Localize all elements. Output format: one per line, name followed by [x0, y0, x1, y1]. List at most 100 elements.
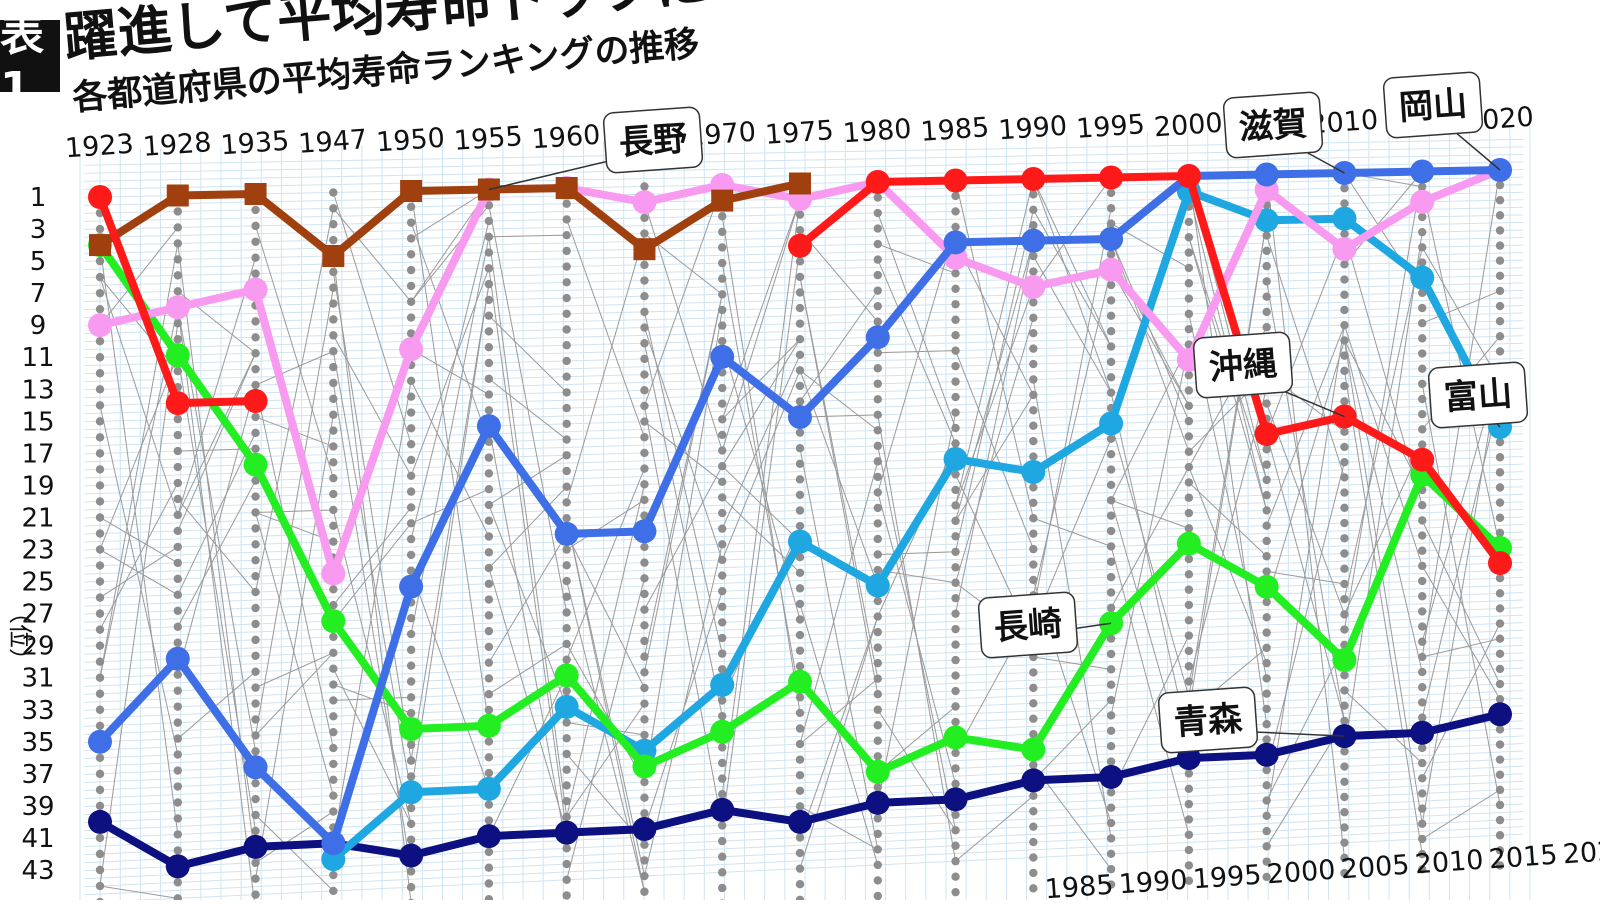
other-prefecture-point: [1106, 726, 1116, 736]
other-prefecture-point: [173, 446, 182, 456]
data-point: [1332, 648, 1357, 673]
other-prefecture-point: [251, 810, 260, 820]
other-prefecture-point: [718, 540, 727, 549]
other-prefecture-point: [562, 199, 571, 208]
other-prefecture-point: [951, 578, 960, 587]
other-prefecture-point: [718, 305, 727, 315]
other-prefecture-point: [640, 370, 649, 379]
other-prefecture-line: [1422, 290, 1501, 324]
other-prefecture-point: [406, 835, 416, 844]
other-prefecture-line: [332, 509, 412, 825]
other-prefecture-point: [951, 300, 960, 309]
data-point: [88, 313, 112, 338]
other-prefecture-point: [251, 333, 260, 342]
other-prefecture-point: [795, 724, 805, 733]
other-prefecture-point: [873, 829, 882, 839]
other-prefecture-point: [562, 796, 571, 806]
other-prefecture-point: [562, 765, 571, 774]
other-prefecture-line: [1421, 383, 1501, 806]
other-prefecture-point: [562, 781, 571, 790]
other-prefecture-point: [1418, 743, 1427, 753]
other-prefecture-point: [562, 749, 571, 759]
other-prefecture-point: [484, 658, 494, 667]
other-prefecture-point: [1184, 401, 1194, 411]
other-prefecture-line: [332, 668, 412, 825]
other-prefecture-point: [1184, 662, 1194, 671]
other-prefecture-point: [1418, 364, 1427, 373]
other-prefecture-point: [95, 657, 105, 666]
other-prefecture-point: [951, 624, 960, 634]
other-prefecture-point: [329, 743, 338, 753]
other-prefecture-point: [1340, 442, 1349, 452]
other-prefecture-point: [484, 232, 494, 242]
other-prefecture-line: [1343, 171, 1423, 630]
data-point: [710, 719, 735, 744]
other-prefecture-point: [718, 227, 727, 237]
other-prefecture-point: [1184, 570, 1194, 579]
other-prefecture-point: [251, 571, 260, 581]
other-prefecture-point: [484, 201, 494, 210]
other-prefecture-point: [640, 339, 649, 348]
other-prefecture-point: [795, 288, 805, 297]
other-prefecture-line: [955, 240, 1034, 521]
data-point: [1099, 226, 1124, 251]
y-tick-label: 27: [21, 600, 54, 630]
other-prefecture-point: [873, 426, 882, 435]
callout-長野: 長野: [488, 106, 704, 191]
other-prefecture-point: [173, 414, 182, 424]
other-prefecture-point: [329, 489, 338, 499]
other-prefecture-point: [1340, 686, 1349, 695]
data-point: [789, 172, 811, 195]
other-prefecture-point: [1106, 803, 1116, 812]
data-point: [88, 185, 112, 209]
data-point: [1176, 164, 1201, 188]
other-prefecture-point: [329, 331, 338, 340]
other-prefecture-point: [562, 341, 571, 350]
other-prefecture-point: [1495, 498, 1505, 507]
other-prefecture-point: [718, 883, 727, 893]
other-prefecture-point: [873, 783, 882, 792]
other-prefecture-line: [721, 338, 801, 467]
other-prefecture-point: [1184, 524, 1194, 533]
other-prefecture-line: [332, 192, 412, 445]
other-prefecture-point: [1418, 425, 1427, 434]
other-prefecture-point: [562, 592, 571, 601]
other-prefecture-point: [173, 207, 182, 216]
other-prefecture-point: [1262, 399, 1271, 408]
data-point: [321, 561, 346, 586]
other-prefecture-line: [332, 380, 412, 844]
other-prefecture-point: [873, 596, 882, 606]
other-prefecture-line: [488, 675, 568, 837]
other-prefecture-point: [640, 464, 649, 473]
callout-label: 沖縄: [1208, 344, 1279, 389]
other-prefecture-point: [795, 210, 805, 219]
other-prefecture-point: [329, 791, 338, 800]
other-prefecture-point: [95, 417, 105, 426]
grid-line-horizontal: [84, 599, 1524, 655]
other-prefecture-point: [1418, 243, 1427, 252]
other-prefecture-line: [177, 307, 256, 904]
grid-line-horizontal: [84, 539, 1524, 591]
other-prefecture-point: [484, 879, 494, 888]
other-prefecture-point: [1340, 427, 1349, 436]
other-prefecture-line: [955, 178, 1034, 506]
other-prefecture-point: [795, 739, 805, 749]
other-prefecture-line: [1266, 235, 1345, 478]
data-point: [399, 337, 424, 362]
other-prefecture-point: [173, 606, 182, 616]
other-prefecture-line: [177, 307, 257, 752]
other-prefecture-point: [329, 585, 338, 594]
callout-box: [977, 591, 1079, 659]
other-prefecture-point: [251, 731, 260, 740]
other-prefecture-point: [1418, 804, 1427, 813]
other-prefecture-point: [1262, 536, 1271, 546]
other-prefecture-point: [406, 376, 416, 386]
other-prefecture-point: [1418, 561, 1427, 571]
grid-line-horizontal: [84, 705, 1524, 768]
other-prefecture-point: [562, 576, 571, 586]
other-prefecture-point: [640, 558, 649, 567]
other-prefecture-point: [1495, 694, 1505, 704]
other-prefecture-point: [1106, 742, 1116, 751]
other-prefecture-point: [951, 826, 960, 835]
series-滋賀: [88, 158, 1512, 856]
